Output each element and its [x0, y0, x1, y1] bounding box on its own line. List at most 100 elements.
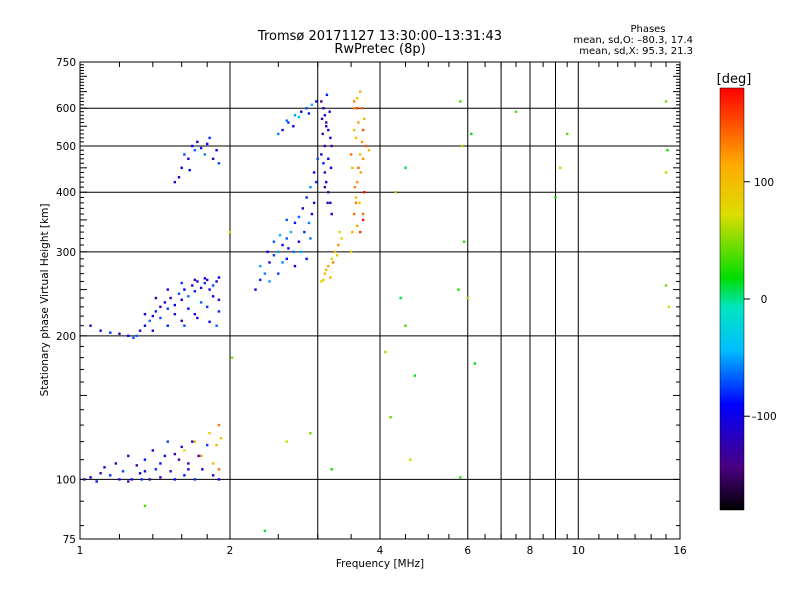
data-point: [367, 148, 371, 152]
data-point: [320, 153, 323, 156]
data-point: [327, 191, 330, 194]
data-point: [127, 454, 130, 458]
point-cluster: [277, 100, 318, 136]
data-point: [328, 110, 331, 113]
data-point: [118, 332, 121, 335]
data-point: [217, 298, 221, 301]
data-point: [329, 166, 333, 170]
data-point: [321, 132, 324, 136]
data-point: [154, 296, 158, 300]
data-point: [277, 250, 280, 254]
data-point: [364, 144, 368, 148]
data-point: [355, 96, 359, 100]
data-point: [340, 237, 343, 240]
data-point: [199, 146, 203, 150]
point-cluster: [173, 136, 221, 184]
data-point: [217, 423, 221, 427]
data-point: [309, 237, 312, 240]
data-point: [193, 478, 197, 481]
data-point: [278, 234, 282, 237]
data-point: [173, 180, 177, 184]
data-point: [163, 454, 167, 458]
data-point: [217, 276, 221, 279]
data-point: [143, 458, 147, 461]
data-point: [352, 100, 356, 103]
data-point: [180, 445, 183, 449]
data-point: [166, 288, 169, 291]
data-point: [349, 250, 353, 254]
data-point: [217, 162, 221, 165]
data-point: [666, 148, 669, 152]
data-point: [287, 121, 290, 124]
x-tick-label: 2: [227, 545, 234, 557]
y-tick-label: 200: [56, 331, 76, 343]
data-point: [183, 449, 186, 452]
data-point: [259, 278, 262, 282]
data-point: [329, 276, 332, 279]
data-point: [277, 272, 280, 275]
data-point: [95, 480, 98, 483]
data-point: [667, 305, 671, 309]
data-point: [191, 144, 194, 148]
x-axis-label: Frequency [MHz]: [336, 558, 424, 570]
data-point: [211, 284, 215, 287]
data-point: [355, 224, 359, 228]
data-point: [154, 468, 158, 471]
data-point: [191, 284, 194, 287]
data-point: [355, 180, 359, 184]
data-point: [187, 295, 190, 298]
data-point: [203, 277, 206, 280]
data-point: [305, 196, 308, 199]
data-point: [127, 480, 130, 483]
data-point: [404, 166, 407, 170]
data-point: [310, 103, 314, 107]
data-point: [305, 257, 308, 261]
data-point: [470, 132, 473, 136]
data-point: [197, 454, 200, 458]
data-point: [352, 107, 356, 110]
data-point: [205, 142, 209, 146]
data-point: [281, 243, 284, 247]
stats-o-mode: mean, sd,O: –80.3, 17.4: [573, 35, 693, 46]
data-point: [219, 437, 223, 440]
data-point: [187, 307, 190, 310]
data-point: [173, 452, 177, 456]
data-point: [315, 100, 318, 103]
data-points: [83, 90, 671, 533]
data-point: [330, 144, 333, 148]
data-point: [307, 221, 311, 225]
data-point: [293, 264, 297, 268]
data-point: [360, 140, 364, 144]
data-point: [337, 243, 340, 247]
data-point: [361, 212, 365, 216]
data-point: [289, 230, 293, 234]
data-point: [199, 301, 203, 304]
data-point: [263, 529, 267, 533]
data-point: [215, 280, 218, 283]
data-point: [357, 121, 360, 124]
data-point: [173, 312, 177, 316]
data-point: [363, 191, 366, 194]
data-point: [309, 431, 312, 435]
data-point: [351, 166, 354, 170]
data-point: [335, 254, 339, 257]
data-point: [354, 201, 358, 205]
data-point: [466, 296, 469, 300]
data-point: [303, 230, 306, 234]
data-point: [285, 257, 288, 261]
point-cluster: [183, 423, 223, 471]
data-point: [358, 90, 362, 93]
data-point: [358, 230, 362, 234]
data-point: [297, 115, 301, 119]
data-point: [312, 201, 316, 205]
data-point: [138, 329, 142, 332]
data-point: [135, 464, 138, 467]
data-point: [215, 324, 218, 327]
data-point: [188, 168, 191, 172]
point-cluster: [143, 100, 671, 533]
data-point: [329, 136, 332, 140]
data-point: [196, 280, 199, 283]
data-point: [323, 114, 327, 117]
data-point: [565, 132, 569, 136]
